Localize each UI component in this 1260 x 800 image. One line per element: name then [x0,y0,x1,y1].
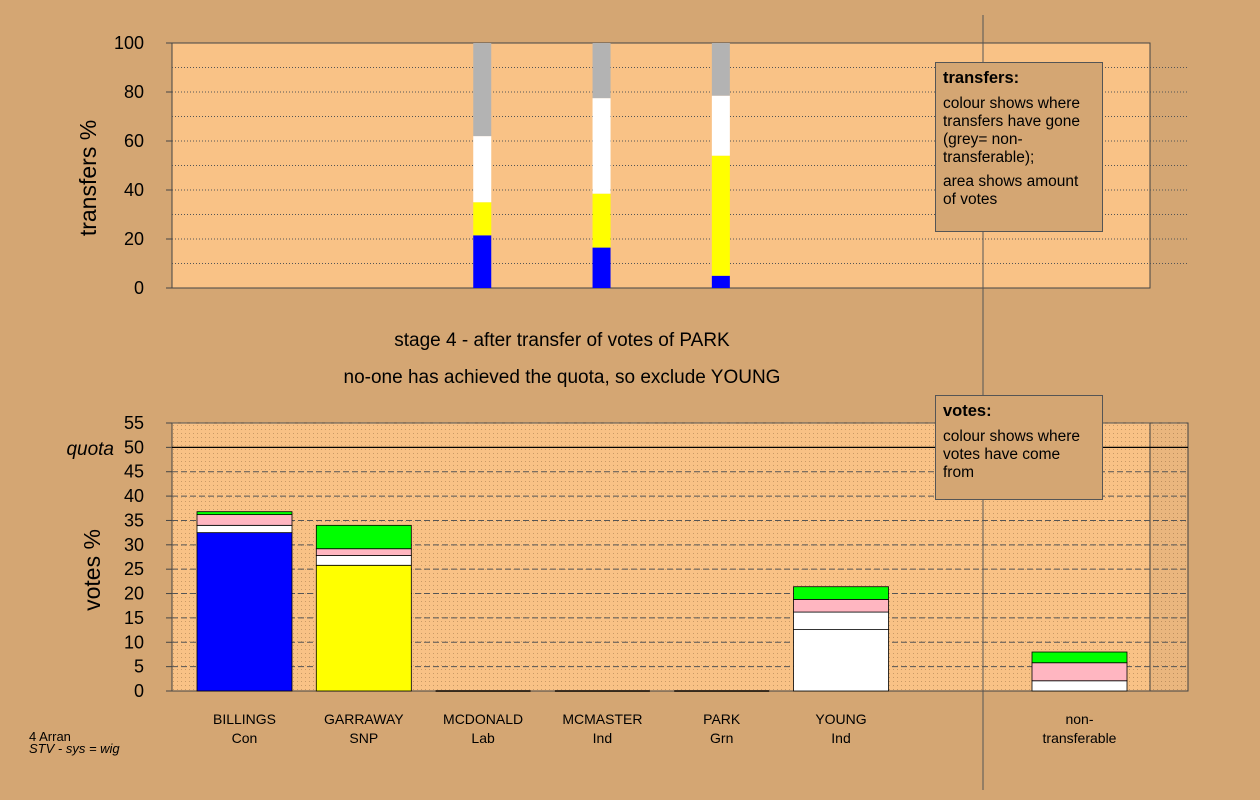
vote-bar-segment [793,598,889,613]
candidate-party-label: SNP [349,730,378,746]
footer-system: STV - sys = wig [29,741,120,756]
transfers-y-tick-label: 80 [124,82,144,102]
transfers-y-tick-label: 0 [134,278,144,298]
vote-bar-segment [196,511,293,516]
votes-y-tick-label: 15 [124,608,144,628]
votes-y-tick-label: 40 [124,486,144,506]
votes-y-tick-label: 5 [134,657,144,677]
vote-bar-segment [196,524,293,534]
candidate-name-label: non- [1065,711,1093,727]
vote-bar-segment [315,548,412,556]
votes-y-tick-label: 55 [124,413,144,433]
transfers-legend: transfers: colour shows where transfers … [935,62,1103,232]
votes-y-tick-label: 20 [124,584,144,604]
vote-bar-segment [793,611,889,631]
transfers-legend-area-text: area shows amount of votes [943,173,1079,208]
candidate-party-label: Ind [831,730,850,746]
votes-y-tick-label: 30 [124,535,144,555]
stage-title: stage 4 - after transfer of votes of PAR… [394,330,730,351]
transfer-bar-segment [473,43,492,137]
votes-y-tick-label: 45 [124,462,144,482]
transfer-bar-segment [592,193,611,248]
vote-bar-segment [793,629,889,692]
candidate-party-label: transferable [1043,730,1117,746]
stage-subtitle: no-one has achieved the quota, so exclud… [343,367,781,388]
votes-plot-margin-shade [1150,423,1188,691]
vote-bar-segment [793,586,889,600]
transfers-legend-title: transfers: [943,69,1020,87]
candidate-name-label: PARK [703,711,741,727]
candidate-party-label: Ind [593,730,612,746]
candidate-party-label: Lab [471,730,495,746]
transfers-y-tick-label: 60 [124,131,144,151]
transfers-y-axis-label: transfers % [75,120,101,236]
transfers-y-tick-label: 40 [124,180,144,200]
transfer-bar-segment [592,247,611,288]
votes-y-tick-label: 50 [124,437,144,457]
quota-label: quota [66,439,114,460]
vote-bar-segment [1031,662,1128,682]
candidate-name-label: MCDONALD [443,711,523,727]
candidate-name-label: YOUNG [815,711,866,727]
vote-bar-segment [1031,651,1128,664]
candidate-name-label: BILLINGS [213,711,276,727]
footer-area-name: 4 Arran [29,729,71,744]
vote-bar-segment [315,564,412,692]
transfer-bar-segment [711,275,730,288]
transfer-bar-segment [711,95,730,156]
candidate-name-label: MCMASTER [562,711,642,727]
transfers-y-tick-label: 100 [114,33,144,53]
vote-bar-segment [315,524,412,550]
vote-bar-segment [315,555,412,566]
votes-y-tick-label: 10 [124,632,144,652]
votes-legend-title: votes: [943,402,992,420]
transfer-bar-segment [711,155,730,276]
transfer-bar-segment [473,235,492,288]
transfers-y-tick-label: 20 [124,229,144,249]
transfers-legend-colour-text: colour shows where transfers have gone (… [943,95,1081,166]
transfer-bar-segment [711,43,730,96]
candidate-party-label: Grn [710,730,733,746]
candidate-party-label: Con [232,730,258,746]
candidate-name-label: GARRAWAY [324,711,404,727]
votes-y-axis-label: votes % [79,529,105,611]
transfer-bar-segment [473,202,492,236]
votes-y-tick-label: 0 [134,681,144,701]
votes-y-tick-label: 35 [124,510,144,530]
vote-bar-segment [1031,680,1128,692]
vote-bar-segment [196,532,293,692]
transfer-bar-segment [592,43,611,99]
votes-legend: votes: colour shows where votes have com… [935,395,1103,500]
votes-chart: 0 5 10 15 20 25 30 35 40 45 50 55 BILLINGS Con GARRAWA… [124,413,1189,746]
vote-bar-segment [196,514,293,526]
votes-y-tick-label: 25 [124,559,144,579]
votes-legend-colour-text: colour shows where votes have come from [943,428,1080,481]
transfer-bar-segment [473,136,492,203]
transfer-bar-segment [592,98,611,194]
